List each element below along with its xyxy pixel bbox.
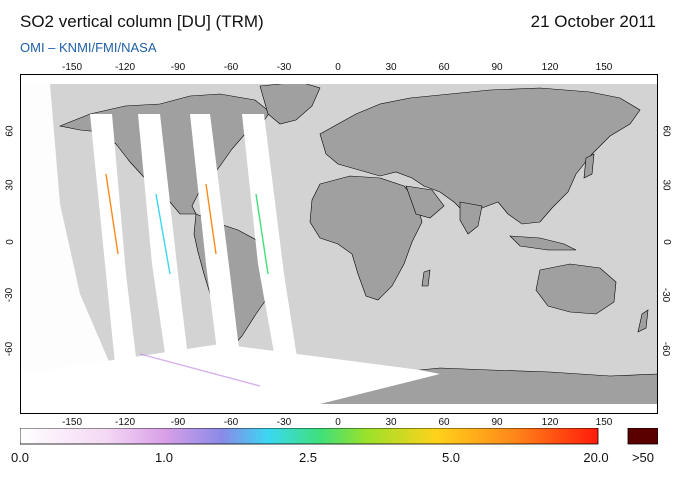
lat-tick: -60 (660, 341, 672, 357)
lon-tick: 0 (335, 62, 341, 73)
colorbar-label: 0.0 (10, 450, 30, 465)
lon-tick: 90 (491, 417, 503, 428)
lon-tick: 90 (491, 62, 503, 73)
no-data-region (20, 74, 658, 414)
lon-tick: 120 (541, 62, 559, 73)
lat-tick: 60 (4, 125, 16, 137)
map-title: SO2 vertical column [DU] (TRM) (20, 12, 264, 31)
lon-tick: -30 (276, 417, 292, 428)
lat-tick: 0 (660, 239, 672, 245)
lon-tick: 60 (438, 417, 450, 428)
lat-tick: -30 (660, 287, 672, 303)
colorbar-label: 20.0 (583, 450, 609, 465)
so2-swath-noise (105, 173, 269, 387)
eurasia (319, 87, 641, 225)
lon-tick: 120 (541, 417, 559, 428)
lon-tick: 150 (595, 62, 613, 73)
lon-tick: -150 (61, 62, 83, 73)
map-date: 21 October 2011 (530, 12, 656, 31)
lon-tick: 0 (335, 417, 341, 428)
africa (309, 175, 423, 301)
colorbar-overflow (627, 428, 658, 445)
colorbar-gradient (20, 428, 599, 445)
lon-tick: 30 (385, 62, 397, 73)
lat-tick: 30 (660, 179, 672, 191)
map-frame (20, 74, 658, 414)
indonesia (509, 235, 577, 251)
lon-tick: 30 (385, 417, 397, 428)
lon-tick: 150 (595, 417, 613, 428)
lon-tick: -60 (223, 417, 239, 428)
lon-tick: -150 (61, 417, 83, 428)
so2-map (20, 74, 658, 414)
lat-tick: -60 (4, 341, 16, 357)
colorbar (20, 428, 658, 445)
australia (535, 263, 617, 315)
lat-tick: -30 (4, 287, 16, 303)
lat-tick: 0 (4, 239, 16, 245)
colorbar-label: >50 (631, 450, 655, 465)
arabia (405, 185, 445, 219)
lon-tick: -120 (114, 417, 136, 428)
map-credit: OMI – KNMI/FMI/NASA (20, 40, 157, 55)
lon-tick: -90 (170, 62, 186, 73)
india (459, 201, 483, 235)
madagascar (421, 269, 431, 287)
lat-tick: 60 (660, 125, 672, 137)
lat-tick: 30 (4, 179, 16, 191)
lon-tick: -120 (114, 62, 136, 73)
lon-tick: -30 (276, 62, 292, 73)
lon-tick: -60 (223, 62, 239, 73)
colorbar-label: 1.0 (154, 450, 174, 465)
japan (583, 153, 595, 179)
colorbar-label: 5.0 (441, 450, 461, 465)
lon-tick: -90 (170, 417, 186, 428)
colorbar-label: 2.5 (298, 450, 318, 465)
new-zealand (637, 309, 649, 333)
lon-tick: 60 (438, 62, 450, 73)
